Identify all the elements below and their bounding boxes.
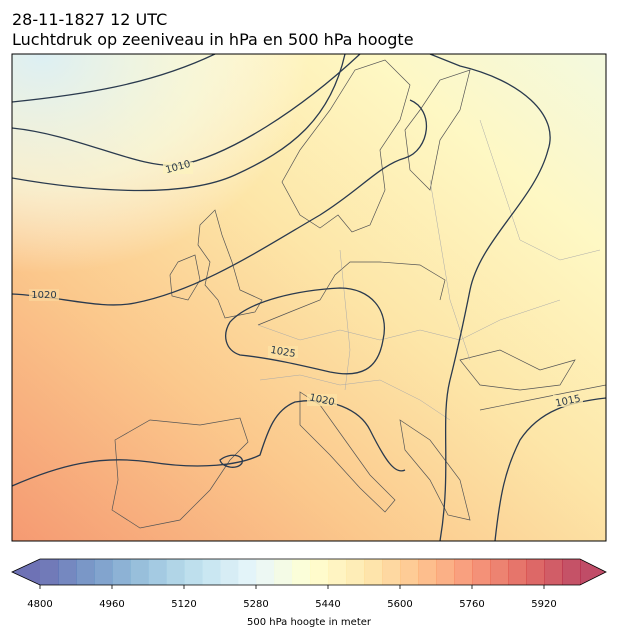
colorbar-segment: [40, 559, 59, 585]
colorbar-segment: [166, 559, 185, 585]
colorbar-segment: [58, 559, 77, 585]
colorbar-segment: [418, 559, 437, 585]
colorbar-extend: [12, 559, 40, 585]
colorbar-segment: [400, 559, 419, 585]
colorbar-segment: [112, 559, 131, 585]
colorbar: 4800 4960 5120 5280 5440 5600 5760 5920: [11, 558, 607, 610]
colorbar-tick-label: 5760: [459, 599, 484, 610]
map: 1010 1020 1025 1020 1015: [12, 54, 606, 541]
colorbar-segment: [490, 559, 509, 585]
colorbar-label: 500 hPa hoogte in meter: [247, 617, 372, 628]
coastlines: [111, 59, 606, 529]
label-bg: [307, 394, 337, 406]
contour-label: 1020: [31, 290, 56, 301]
colorbar-segment: [346, 559, 365, 585]
colorbar-tick-label: 5920: [531, 599, 556, 610]
colorbar-segment: [508, 559, 527, 585]
map-frame: [11, 53, 607, 542]
colorbar-segment: [220, 559, 239, 585]
subtitle: Luchtdruk op zeeniveau in hPa en 500 hPa…: [12, 30, 414, 49]
colorbar-segment: [436, 559, 455, 585]
colorbar-tick-label: 4800: [27, 599, 52, 610]
colorbar-segment: [130, 559, 149, 585]
label-bg: [553, 395, 583, 407]
colorbar-tick-label: 5440: [315, 599, 340, 610]
colorbar-tick-label: 5120: [171, 599, 196, 610]
colorbar-tick-label: 4960: [99, 599, 124, 610]
colorbar-outline: [11, 558, 607, 586]
colorbar-segment: [364, 559, 383, 585]
colorbar-segment: [292, 559, 311, 585]
colorbar-segment: [310, 559, 329, 585]
label-bg: [268, 346, 298, 358]
colorbar-segment: [184, 559, 203, 585]
colorbar-segment: [382, 559, 401, 585]
title: 28-11-1827 12 UTC: [12, 10, 167, 29]
colorbar-segment: [76, 559, 95, 585]
colorbar-tick-label: 5600: [387, 599, 412, 610]
colorbar-segment: [544, 559, 563, 585]
colorbar-segment: [562, 559, 581, 585]
label-bg: [163, 162, 193, 174]
colorbar-segment: [472, 559, 491, 585]
colorbar-tick-label: 5280: [243, 599, 268, 610]
contour-label: 1020: [308, 392, 335, 408]
colorbar-segment: [238, 559, 257, 585]
colorbar-segment: [454, 559, 473, 585]
colorbar-segment: [328, 559, 347, 585]
label-bg: [29, 289, 59, 301]
borders: [257, 119, 601, 421]
height-field: [12, 54, 606, 541]
colorbar-segment: [274, 559, 293, 585]
colorbar-segment: [256, 559, 275, 585]
colorbar-segment: [526, 559, 545, 585]
colorbar-segment: [94, 559, 113, 585]
colorbar-segment: [148, 559, 167, 585]
colorbar-extend: [580, 559, 606, 585]
contour-label: 1015: [555, 393, 582, 409]
colorbar-segment: [202, 559, 221, 585]
contour-label: 1025: [269, 345, 296, 360]
